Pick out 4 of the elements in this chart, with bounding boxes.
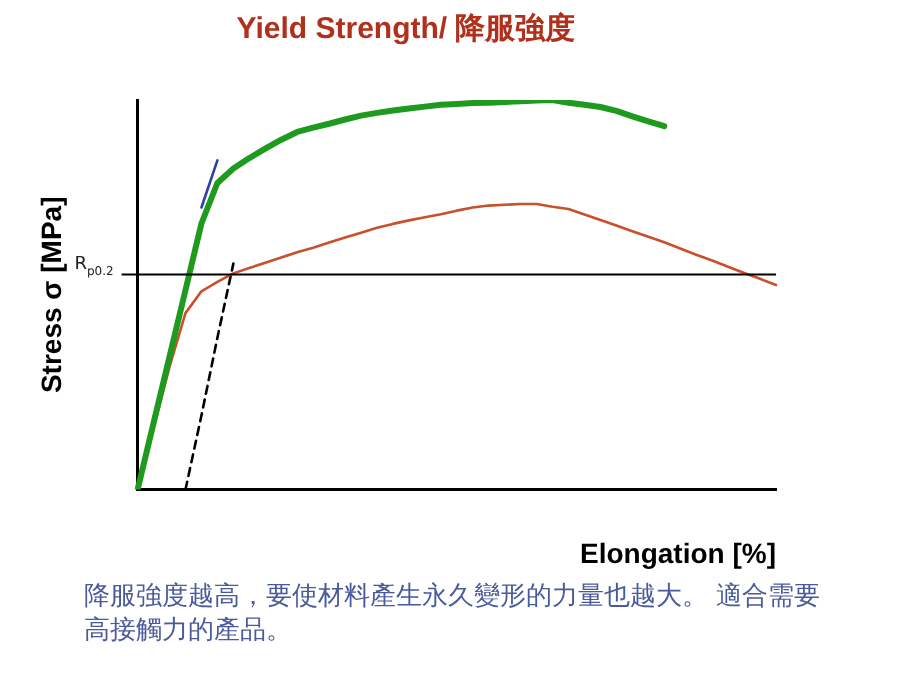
text: 降服強度越高，要使材料產生永久變形的力量也越大。 適合需要高接觸力的產品。 bbox=[84, 580, 823, 648]
y-axis-title: Stress σ [MPa] bbox=[34, 196, 67, 394]
chart-title: Yield Strength/ 降服強度 bbox=[236, 10, 576, 47]
x-axis-title: Elongation [%] bbox=[580, 536, 776, 569]
